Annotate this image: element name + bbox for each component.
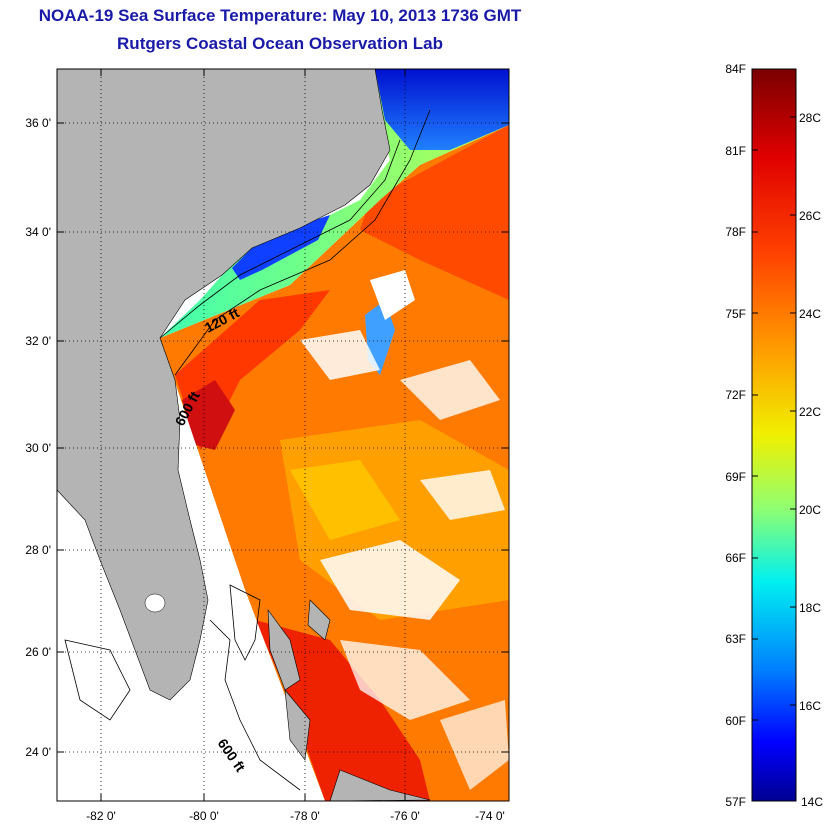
graticule: [57, 69, 509, 801]
colorbar-label-f: 78F: [725, 225, 746, 239]
cloud-patch: [440, 700, 509, 790]
colorbar-label-c: 18C: [799, 601, 821, 615]
lat-tick-label: 26 0': [25, 645, 51, 659]
land-mainland: [56, 68, 391, 701]
map-frame: [56, 68, 510, 802]
colorbar-label-c: 26C: [799, 209, 821, 223]
colorbar-label-f: 66F: [725, 551, 746, 565]
island-cuba: [329, 769, 431, 802]
map-ticks: [57, 69, 509, 801]
colorbar-label-c: 28C: [799, 111, 821, 125]
cloud-patch: [300, 330, 380, 380]
colorbar-label-c: 14C: [801, 795, 823, 809]
lat-tick-label: 24 0': [25, 745, 51, 759]
island-bahamas: [284, 689, 311, 761]
contour-600ft-south: [209, 619, 301, 791]
lat-tick-label: 28 0': [25, 543, 51, 557]
sst-field-yellow-patch: [290, 460, 400, 540]
colorbar-label-c: 24C: [799, 307, 821, 321]
cloud-patch: [340, 640, 470, 720]
colorbar-label-f: 69F: [725, 470, 746, 484]
island-bahamas: [267, 609, 301, 691]
contour-120ft: [159, 139, 401, 339]
contour-600ft: [174, 109, 431, 376]
lon-tick-label: -74 0': [475, 809, 505, 823]
colorbar-ticks: [752, 116, 796, 721]
cloud-patch: [400, 360, 500, 420]
lon-tick-label: -78 0': [290, 809, 320, 823]
sst-field-cold-north: [375, 69, 509, 150]
sst-field-gulfstream: [360, 125, 509, 300]
chart-title: NOAA-19 Sea Surface Temperature: May 10,…: [38, 6, 522, 25]
colorbar-label-c: 16C: [799, 699, 821, 713]
colorbar-label-f: 57F: [725, 795, 746, 809]
colorbar-label-f: 60F: [725, 714, 746, 728]
lon-tick-label: -82 0': [86, 809, 116, 823]
lat-tick-label: 34 0': [25, 225, 51, 239]
colorbar-label-f: 84F: [725, 62, 746, 76]
colorbar-label-c: 22C: [799, 405, 821, 419]
colorbar-label-c: 20C: [799, 503, 821, 517]
sst-field-bahamas-red: [255, 620, 430, 801]
island-bahamas: [307, 599, 331, 641]
sst-field-hot-spot: [182, 380, 235, 450]
lon-tick-label: -80 0': [189, 809, 219, 823]
colorbar-label-f: 72F: [725, 388, 746, 402]
lake-okeechobee: [144, 593, 166, 613]
chart-subtitle: Rutgers Coastal Ocean Observation Lab: [117, 34, 443, 53]
cloud-patch: [420, 470, 505, 520]
sst-field-cold-coastal: [232, 215, 330, 280]
colorbar: [751, 68, 797, 802]
lon-tick-label: -76 0': [390, 809, 420, 823]
contour-florida-bay: [64, 639, 131, 721]
lat-tick-label: 32 0': [25, 334, 51, 348]
lat-tick-label: 36 0': [25, 116, 51, 130]
colorbar-label-f: 81F: [725, 144, 746, 158]
lat-tick-label: 30 0': [25, 441, 51, 455]
cloud-patch: [370, 270, 415, 320]
colorbar-label-f: 63F: [725, 632, 746, 646]
contour-bank: [229, 584, 261, 661]
cloud-patch: [320, 540, 460, 620]
colorbar-label-f: 75F: [725, 307, 746, 321]
